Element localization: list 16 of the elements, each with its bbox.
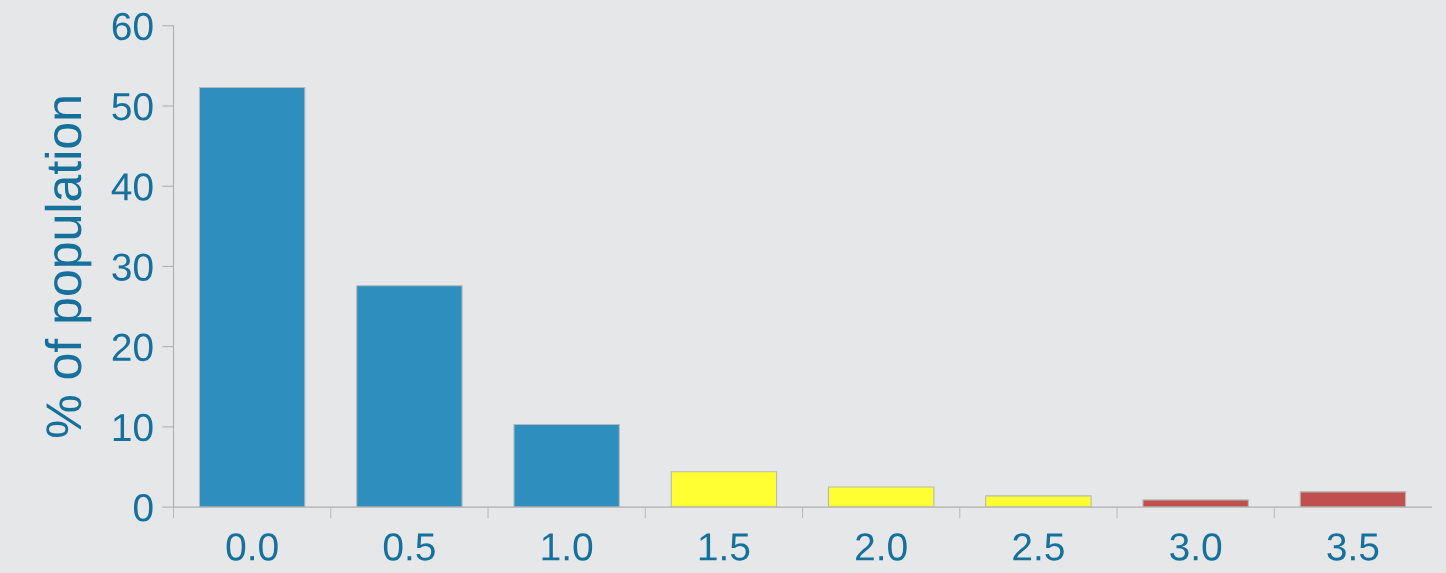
x-tick-label: 3.5 — [1327, 533, 1379, 561]
x-tick-label: 3.0 — [1170, 533, 1222, 561]
x-tick-label: 0.0 — [226, 533, 278, 561]
y-tick-label: 10 — [113, 413, 153, 442]
y-tick-label: 60 — [112, 12, 153, 41]
y-axis-title: % of population — [44, 97, 92, 437]
x-tick-label: 2.5 — [1013, 533, 1064, 561]
y-tick-label: 0 — [133, 494, 153, 522]
y-tick-label: 30 — [112, 253, 153, 281]
x-tick-label: 1.5 — [699, 533, 750, 561]
y-tick-label: 50 — [112, 92, 153, 121]
x-tick-label: 0.5 — [383, 533, 435, 561]
y-tick-label: 40 — [111, 173, 153, 201]
x-tick-label: 1.0 — [542, 533, 593, 561]
y-tick-label: 20 — [112, 333, 153, 362]
x-tick-label: 2.0 — [856, 533, 907, 561]
